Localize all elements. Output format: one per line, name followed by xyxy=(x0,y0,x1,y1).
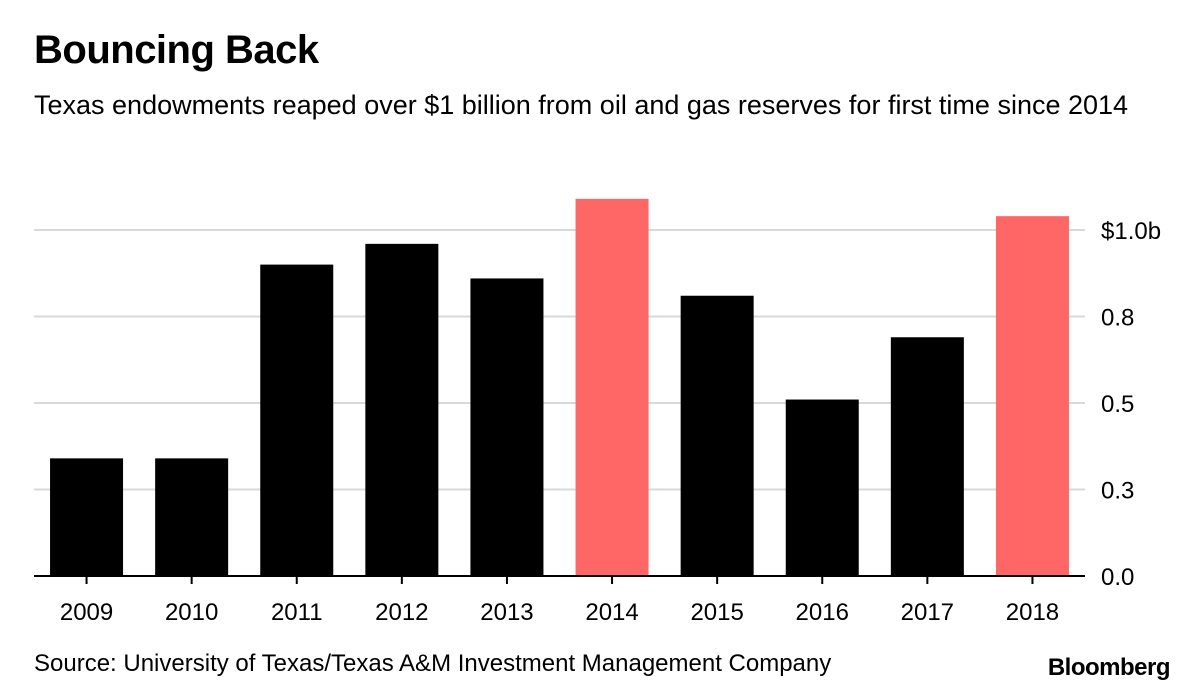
y-tick-label: 0.8 xyxy=(1101,305,1134,332)
x-tick-label: 2017 xyxy=(901,599,954,626)
bar-2016 xyxy=(785,399,859,576)
bars xyxy=(50,198,1069,577)
x-tick-label: 2015 xyxy=(690,599,743,626)
x-tick-labels: 2009 2010 2011 2012 2013 2014 2015 2016 2017 2018 xyxy=(60,599,1059,626)
x-tick-label: 2010 xyxy=(165,599,218,626)
x-tick-label: 2016 xyxy=(796,599,849,626)
bar-2015 xyxy=(680,295,754,576)
bar-2013 xyxy=(470,278,544,576)
y-tick-label: 0.3 xyxy=(1101,478,1134,505)
y-tick-label: 0.0 xyxy=(1101,564,1134,591)
y-tick-labels: 0.0 0.3 0.5 0.8 $1.0b xyxy=(1101,218,1161,591)
chart-title: Bouncing Back xyxy=(34,28,319,72)
bar-2012 xyxy=(365,243,439,576)
bar-2014 xyxy=(575,198,649,577)
x-tick-label: 2018 xyxy=(1006,599,1059,626)
x-tick-label: 2009 xyxy=(60,599,113,626)
bar-2009 xyxy=(50,458,124,576)
x-tick-label: 2014 xyxy=(585,599,638,626)
chart-subtitle: Texas endowments reaped over $1 billion … xyxy=(34,90,1129,120)
bar-2017 xyxy=(890,337,964,576)
source-note: Source: University of Texas/Texas A&M In… xyxy=(34,650,832,677)
x-axis xyxy=(34,575,1085,584)
bar-2018 xyxy=(995,216,1069,576)
y-tick-label: $1.0b xyxy=(1101,218,1161,245)
x-tick-label: 2012 xyxy=(375,599,428,626)
bar-2010 xyxy=(155,458,229,576)
bloomberg-logo: Bloomberg xyxy=(1047,654,1171,681)
x-tick-label: 2013 xyxy=(480,599,533,626)
x-tick-label: 2011 xyxy=(271,599,323,626)
bar-2011 xyxy=(260,264,334,576)
y-tick-label: 0.5 xyxy=(1101,391,1134,418)
